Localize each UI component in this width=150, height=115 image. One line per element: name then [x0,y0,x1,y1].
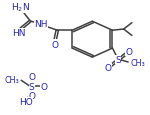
Text: CH₃: CH₃ [131,58,146,67]
Text: O: O [28,91,35,100]
Text: O: O [104,64,111,73]
Text: O: O [51,40,58,49]
Text: O: O [40,82,47,91]
Text: O: O [28,72,35,81]
Text: S: S [29,82,34,91]
Text: HN: HN [12,29,26,38]
Text: HO: HO [19,97,33,106]
Text: CH₃: CH₃ [4,75,19,84]
Text: H$_2$N: H$_2$N [11,2,30,14]
Text: S: S [116,56,121,65]
Text: O: O [125,48,132,57]
Text: NH: NH [34,20,48,29]
